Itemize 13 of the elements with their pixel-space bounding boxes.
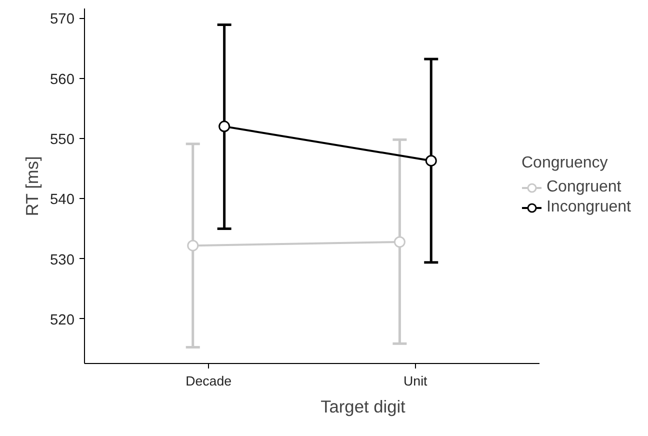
- y-tick-label: 550: [50, 132, 75, 148]
- x-tick-label: Decade: [186, 374, 232, 388]
- legend-label: Congruent: [546, 178, 622, 196]
- x-tick-label: Unit: [404, 374, 428, 388]
- y-tick-label: 560: [50, 72, 75, 88]
- y-axis-title: RT [ms]: [22, 156, 42, 216]
- y-tick-label: 570: [50, 12, 75, 28]
- legend-label: Incongruent: [546, 198, 631, 216]
- legend-title: Congruency: [521, 154, 609, 172]
- y-tick-label: 520: [50, 312, 75, 328]
- y-tick-label: 530: [50, 252, 75, 268]
- x-axis-title: Target digit: [320, 396, 406, 416]
- y-tick-label: 540: [50, 192, 75, 208]
